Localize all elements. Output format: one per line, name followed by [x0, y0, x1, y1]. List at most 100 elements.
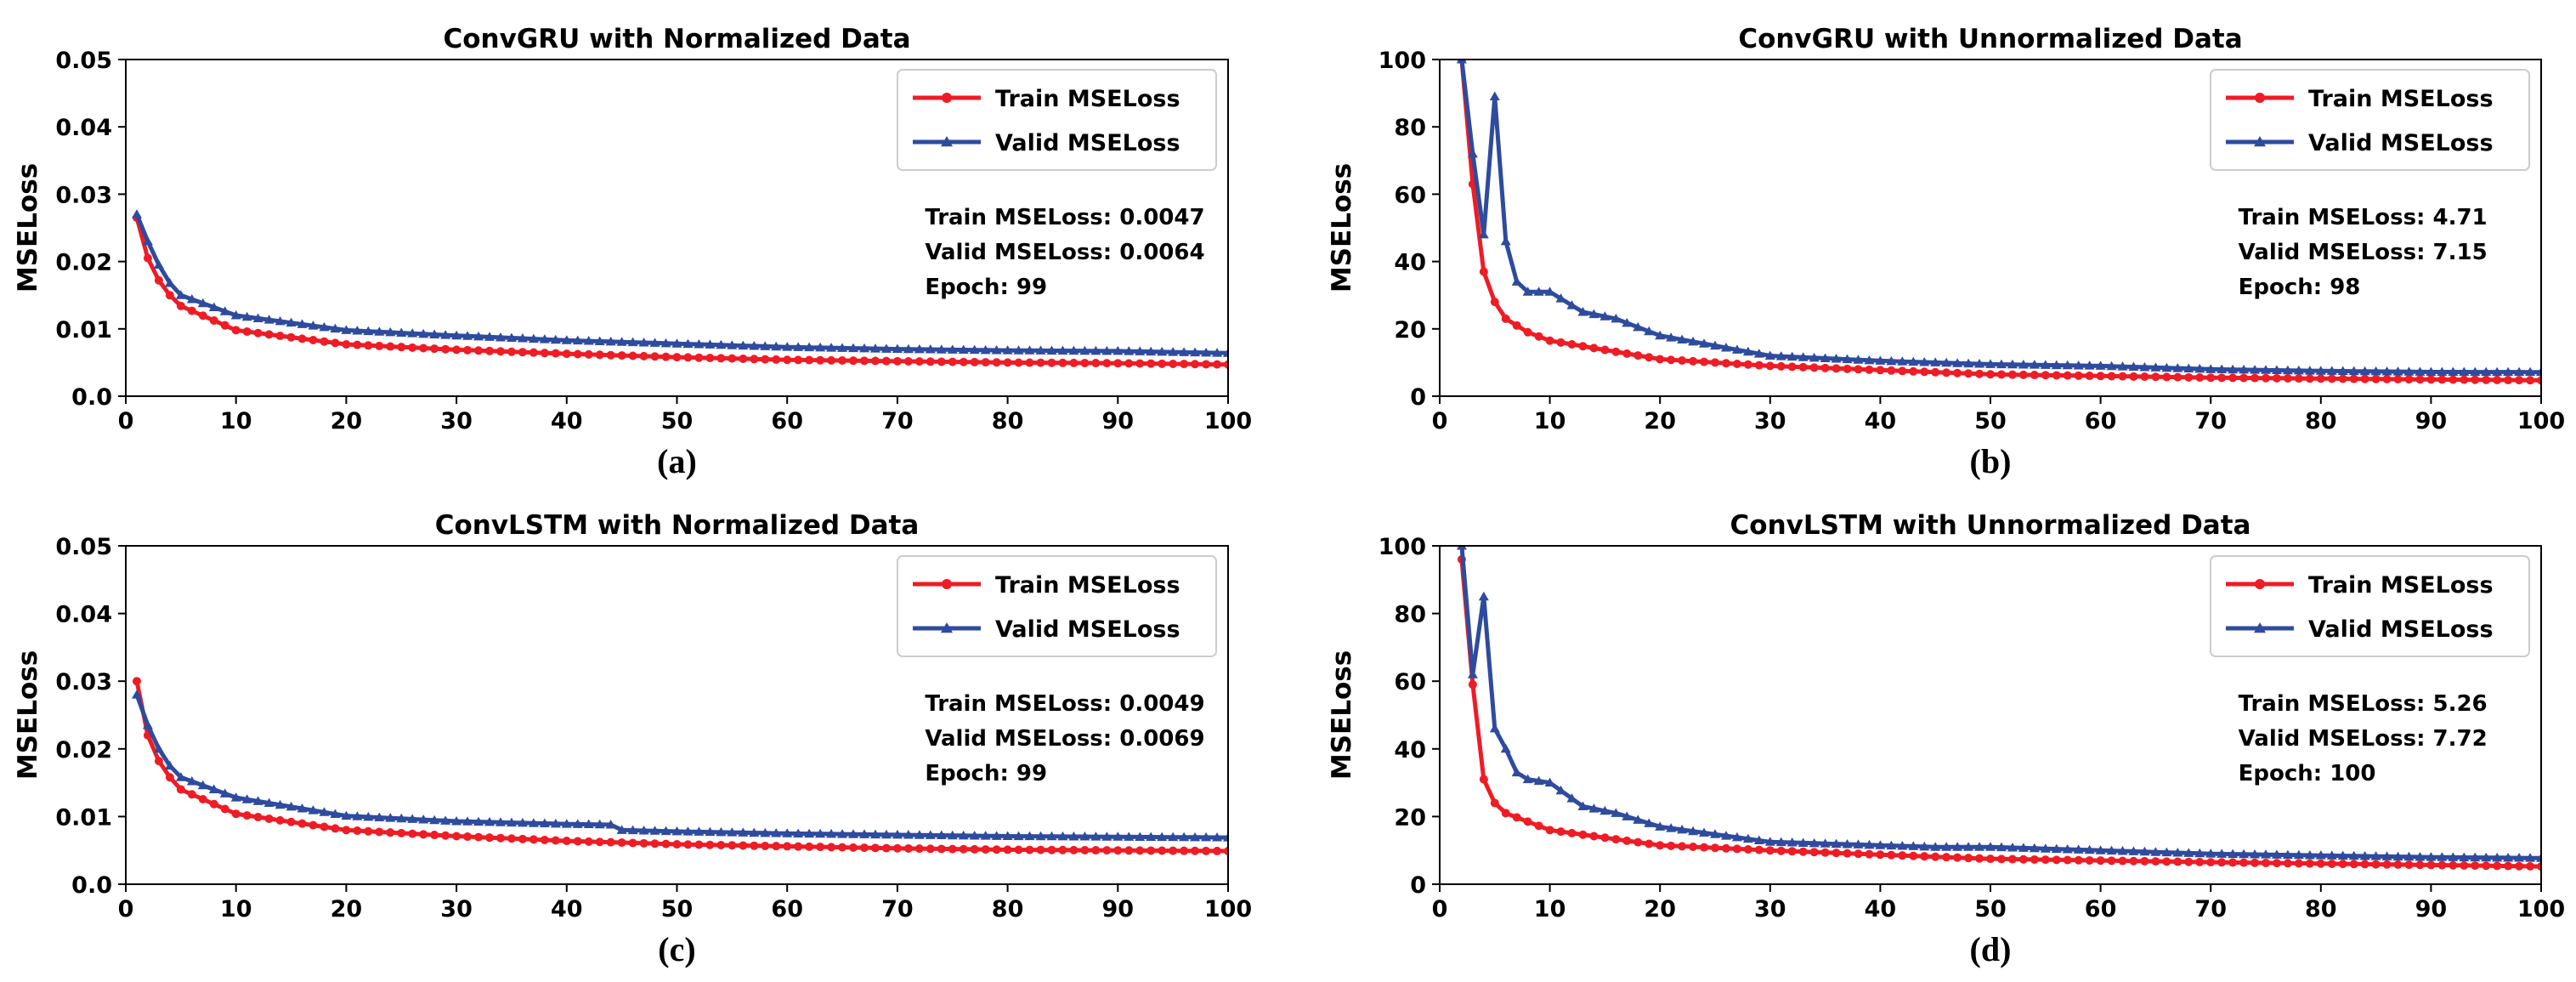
data-point — [2216, 849, 2228, 858]
x-tick-label: 90 — [2415, 408, 2448, 434]
y-tick-label: 80 — [1394, 602, 1426, 628]
data-point — [1213, 360, 1222, 369]
data-point — [1478, 229, 1489, 239]
data-point — [297, 803, 308, 813]
data-point — [2393, 374, 2403, 383]
data-point — [969, 344, 980, 355]
data-point — [1996, 842, 2007, 852]
data-point — [330, 323, 341, 333]
series-train — [1457, 554, 2541, 871]
data-point — [2493, 375, 2502, 384]
data-point — [550, 818, 561, 828]
data-point — [594, 336, 605, 345]
data-point — [1864, 355, 1875, 365]
data-point — [1157, 346, 1168, 356]
data-point — [175, 772, 186, 781]
data-point — [1864, 839, 1875, 849]
x-tick-label: 100 — [2517, 896, 2565, 922]
data-point — [209, 799, 218, 809]
data-point — [1865, 849, 1874, 859]
data-point — [1711, 358, 1719, 367]
data-point — [2370, 366, 2381, 376]
data-point — [1887, 366, 1896, 375]
data-point — [462, 331, 473, 340]
data-point — [408, 829, 417, 838]
data-point — [2194, 363, 2205, 373]
data-point — [407, 814, 418, 823]
data-point — [2063, 855, 2072, 865]
data-point — [2129, 856, 2138, 866]
data-point — [1699, 827, 1710, 837]
data-point — [2392, 366, 2403, 376]
data-point — [1101, 832, 1112, 841]
data-point — [2470, 852, 2481, 862]
data-point — [881, 356, 891, 366]
stats-annotation-line: Valid MSELoss: 0.0069 — [925, 726, 1204, 752]
data-point — [2526, 376, 2535, 385]
data-point — [2381, 851, 2392, 860]
data-point — [1753, 349, 1764, 358]
x-tick-label: 20 — [1644, 408, 1676, 434]
x-tick-label: 60 — [771, 408, 803, 434]
data-point — [1798, 847, 1808, 856]
legend-box — [2210, 69, 2530, 171]
data-point — [418, 328, 429, 338]
stats-annotation-line: Valid MSELoss: 7.15 — [2239, 240, 2488, 265]
data-point — [1600, 345, 1610, 355]
data-point — [1079, 345, 1090, 355]
data-point — [1090, 345, 1101, 355]
data-point — [848, 829, 859, 838]
x-tick-label: 0 — [118, 408, 134, 434]
data-point — [572, 819, 583, 828]
data-point — [1975, 369, 1984, 378]
data-point — [2262, 373, 2270, 383]
series-line — [134, 694, 1228, 840]
data-point — [1754, 845, 1764, 854]
data-point — [650, 352, 660, 361]
x-tick-label: 80 — [992, 408, 1024, 434]
data-point — [164, 277, 175, 287]
data-point — [1124, 359, 1134, 368]
y-axis-label: MSELoss — [13, 650, 43, 780]
data-point — [573, 837, 582, 846]
data-point — [1599, 311, 1611, 321]
data-point — [153, 743, 164, 753]
data-point — [2129, 372, 2138, 381]
data-point — [1555, 293, 1566, 303]
data-point — [419, 830, 428, 839]
data-point — [2041, 855, 2050, 865]
data-point — [750, 355, 759, 364]
data-point — [926, 357, 935, 366]
data-point — [650, 839, 660, 849]
data-point — [772, 842, 781, 851]
data-point — [1700, 357, 1709, 366]
data-point — [1025, 358, 1034, 367]
data-point — [826, 828, 837, 838]
data-point — [2459, 366, 2470, 377]
data-point — [1655, 330, 1666, 340]
data-point — [2030, 371, 2039, 380]
data-point — [738, 827, 749, 837]
series-train — [1457, 60, 2541, 385]
panel-caption: (d) — [1970, 930, 2012, 968]
data-point — [892, 356, 902, 366]
data-point — [1919, 357, 1930, 366]
data-point — [1479, 267, 1488, 276]
data-point — [2183, 363, 2194, 373]
data-point — [1490, 798, 1499, 808]
data-point — [1876, 850, 1885, 860]
data-point — [2118, 372, 2127, 381]
data-point — [528, 333, 539, 343]
data-point — [1146, 846, 1156, 855]
data-point — [474, 346, 484, 355]
data-point — [617, 838, 626, 848]
series-valid — [131, 209, 1228, 357]
data-point — [1013, 345, 1024, 355]
data-point — [1699, 338, 1710, 348]
legend-marker — [942, 93, 952, 103]
data-point — [705, 826, 716, 837]
data-point — [1666, 823, 1677, 832]
data-point — [2051, 843, 2062, 854]
y-tick-label: 0 — [1410, 384, 1426, 411]
data-point — [2349, 860, 2358, 869]
